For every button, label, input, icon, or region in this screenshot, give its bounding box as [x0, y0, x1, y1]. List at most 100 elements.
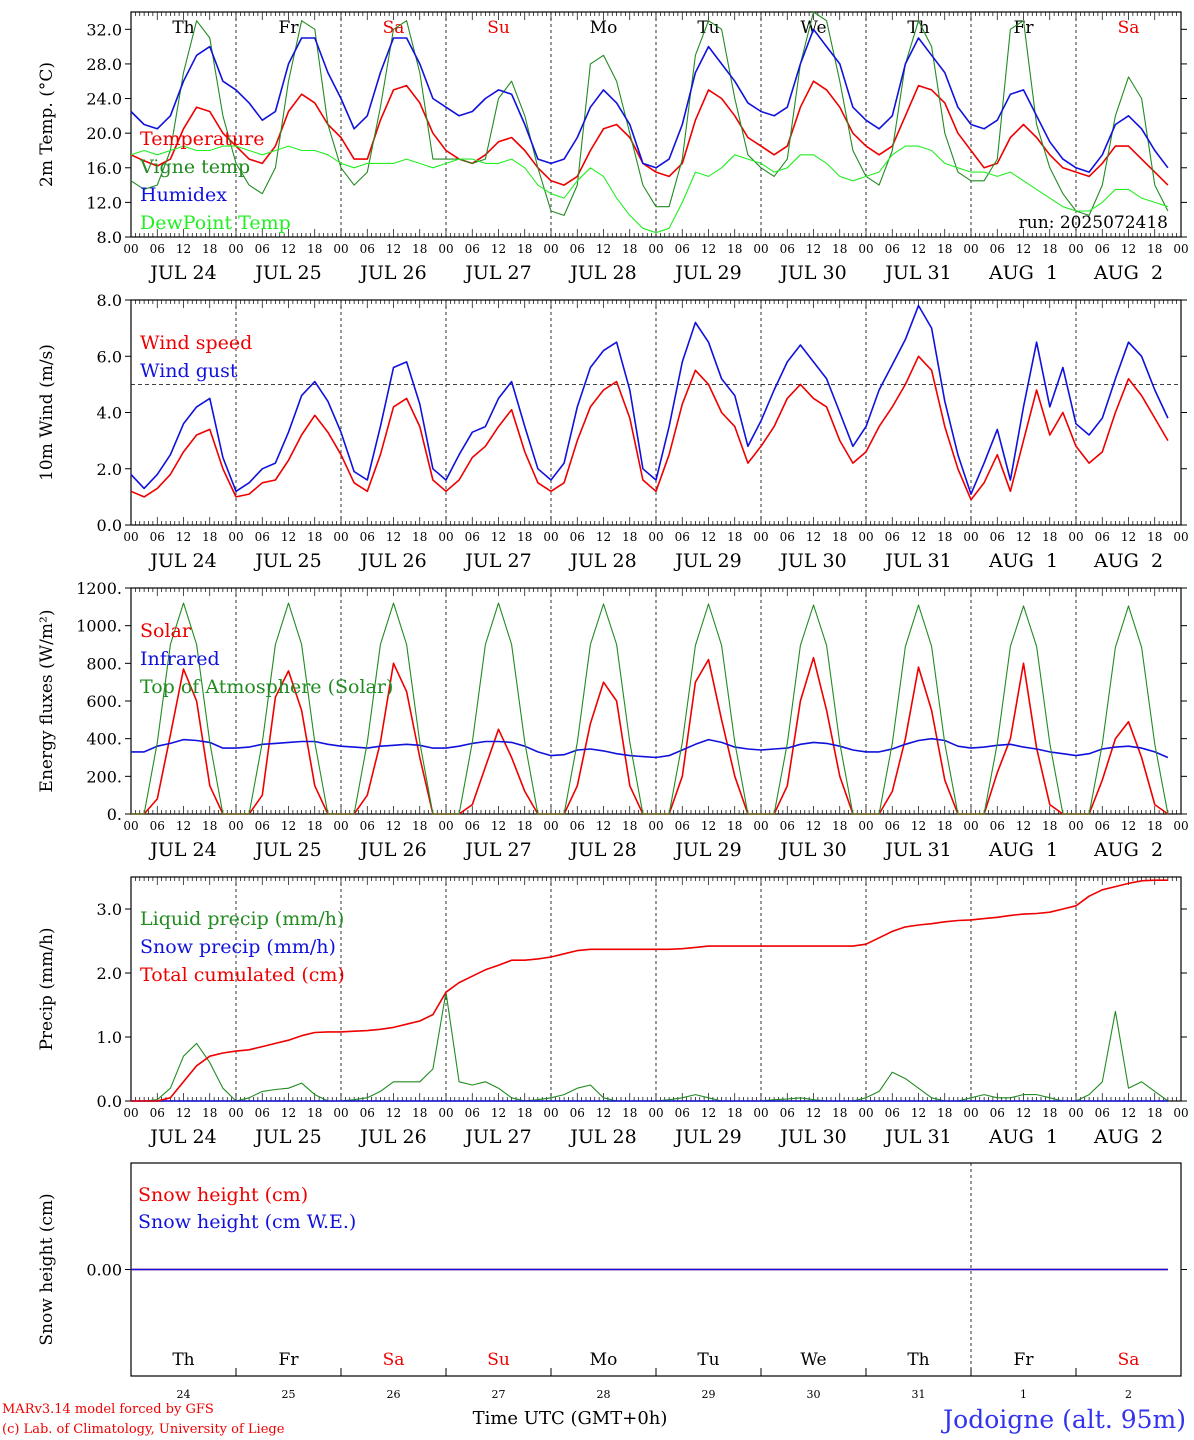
date-label: JUL 25	[253, 1126, 321, 1148]
series-line-humidex	[130, 28, 1169, 173]
hour-tick-label: 12	[281, 819, 296, 833]
hour-tick-label: 06	[1095, 530, 1110, 544]
panel-5: 0.00 Snow height (cm) Snow height (cm) Snow…	[37, 1162, 1187, 1401]
hour-tick-label: 12	[281, 530, 296, 544]
hour-tick-label: 06	[990, 242, 1005, 256]
date-label: JUL 30	[778, 839, 846, 861]
weekday-label: Fr	[1014, 1350, 1035, 1370]
weekday-label: Fr	[279, 1350, 300, 1370]
hour-tick-label: 12	[1016, 819, 1031, 833]
y-tick-label: 28.0	[86, 55, 122, 74]
y-tick-label: 16.0	[86, 159, 122, 178]
hour-tick-label: 00	[333, 530, 348, 544]
series-line-total-cumulated-cm	[131, 879, 1168, 1102]
legend-entry: Temperature	[140, 128, 264, 150]
hour-tick-label: 06	[255, 1106, 270, 1120]
weekday-label: Sa	[383, 1350, 405, 1370]
date-label: JUL 27	[463, 1126, 531, 1148]
date-label: JUL 26	[358, 1126, 426, 1148]
hour-tick-label: 18	[517, 819, 532, 833]
hour-tick-label: 12	[386, 242, 401, 256]
hour-tick-label: 18	[832, 242, 847, 256]
date-label: JUL 31	[883, 550, 951, 572]
hour-tick-label: 00	[963, 530, 978, 544]
hour-tick-label: 18	[622, 1106, 637, 1120]
hour-tick-label: 12	[491, 530, 506, 544]
hour-tick-label: 12	[176, 242, 191, 256]
date-label: AUG 1	[988, 839, 1058, 861]
hour-tick-label: 12	[596, 530, 611, 544]
hour-tick-label: 18	[1147, 819, 1162, 833]
panel-3: 0. 200. 400. 600. 800. 1000. 1200. Energy fluxe…	[37, 579, 1189, 861]
hour-tick-label: 12	[386, 530, 401, 544]
weekday-label: Th	[907, 1350, 929, 1370]
hour-tick-label: 12	[386, 819, 401, 833]
weekday-label: Tu	[697, 1350, 719, 1370]
hour-tick-label: 00	[123, 242, 138, 256]
credit-line-2: (c) Lab. of Climatology, University of L…	[2, 1422, 285, 1437]
y-tick-label: 20.0	[86, 124, 122, 143]
date-label: JUL 25	[253, 550, 321, 572]
hour-tick-label: 06	[255, 530, 270, 544]
panel-4: 0.0 1.0 2.0 3.0 Precip (mm/h) Liquid precip (…	[37, 876, 1189, 1148]
hour-tick-label: 06	[465, 530, 480, 544]
hour-ticks	[130, 12, 1182, 237]
date-label: AUG 2	[1093, 839, 1163, 861]
date-label: JUL 24	[148, 1126, 216, 1148]
date-label: JUL 26	[358, 262, 426, 284]
hour-tick-label: 00	[858, 530, 873, 544]
date-label: JUL 25	[253, 839, 321, 861]
hour-tick-label: 18	[517, 1106, 532, 1120]
station-label: Jodoigne (alt. 95m)	[940, 1405, 1186, 1434]
y-axis-label: Snow height (cm)	[37, 1193, 57, 1345]
hour-tick-label: 18	[727, 242, 742, 256]
hour-tick-label: 00	[963, 1106, 978, 1120]
date-label: JUL 28	[568, 262, 636, 284]
hour-tick-label: 18	[307, 242, 322, 256]
hour-tick-label: 18	[832, 819, 847, 833]
legend-entry: Total cumulated (cm)	[140, 964, 345, 986]
hour-tick-label: 18	[517, 530, 532, 544]
y-tick-label: 200.	[86, 767, 122, 786]
hour-tick-label: 12	[491, 242, 506, 256]
hour-tick-label: 00	[648, 242, 663, 256]
y-tick-label: 24.0	[86, 90, 122, 109]
series-line-liquid-precip-mm-h	[131, 991, 1169, 1102]
hour-tick-label: 18	[1147, 530, 1162, 544]
series-line-wind-gust	[130, 304, 1169, 495]
date-label: JUL 28	[568, 550, 636, 572]
y-tick-label: 0.00	[86, 1261, 122, 1280]
hour-tick-label: 00	[228, 819, 243, 833]
weekday-label: Tu	[697, 18, 719, 38]
date-label: JUL 31	[883, 1126, 951, 1148]
hour-tick-label: 18	[727, 1106, 742, 1120]
legend-entry: Liquid precip (mm/h)	[140, 908, 344, 930]
hour-tick-label: 12	[911, 819, 926, 833]
hour-tick-label: 00	[858, 242, 873, 256]
date-label: JUL 24	[148, 262, 216, 284]
series-line-dewpoint-temp	[130, 145, 1169, 234]
y-tick-label: 600.	[86, 692, 122, 711]
y-tick-label: 12.0	[86, 193, 122, 212]
y-tick-label: 1.0	[97, 1028, 122, 1047]
legend-entry: Infrared	[140, 648, 220, 670]
y-axis-label: 2m Temp. (°C)	[37, 62, 57, 187]
hour-tick-label: 00	[753, 1106, 768, 1120]
date-label: JUL 28	[568, 839, 636, 861]
hour-tick-label: 18	[622, 530, 637, 544]
hour-ticks	[130, 588, 1182, 814]
hour-tick-label: 00	[438, 530, 453, 544]
hour-tick-label: 06	[780, 819, 795, 833]
hour-tick-label: 00	[648, 530, 663, 544]
hour-tick-label: 12	[701, 242, 716, 256]
date-label: JUL 24	[148, 839, 216, 861]
date-label: JUL 30	[778, 262, 846, 284]
hour-tick-label: 06	[780, 530, 795, 544]
hour-tick-label: 12	[1121, 819, 1136, 833]
weekday-label: We	[800, 18, 826, 38]
legend-entry: Humidex	[140, 184, 227, 206]
hour-tick-label: 06	[360, 819, 375, 833]
legend-entry: Solar	[140, 620, 192, 642]
date-label: JUL 24	[148, 550, 216, 572]
